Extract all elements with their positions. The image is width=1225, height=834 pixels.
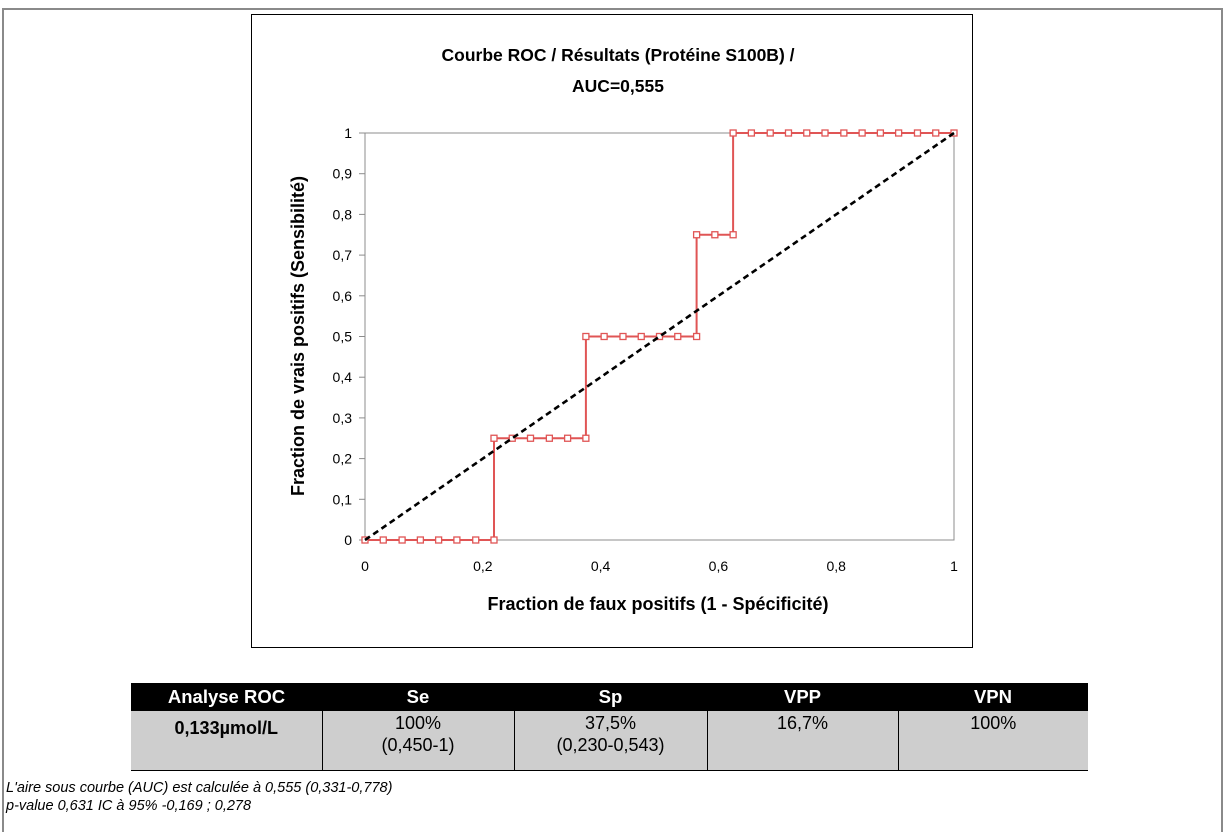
cell-se: 100% (0,450-1) [321, 711, 514, 771]
roc-point-marker [619, 332, 627, 341]
roc-point-marker [674, 332, 682, 341]
cell-threshold: 0,133µmol/L [131, 711, 322, 771]
roc-analysis-table: Analyse ROC Se Sp VPP VPN 0,133µmol/L 10… [131, 683, 1088, 771]
header-vpp: VPP [707, 683, 898, 711]
y-tick-label: 0,5 [333, 329, 353, 345]
y-tick-label: 0,8 [333, 206, 353, 222]
cell-sp: 37,5% (0,230-0,543) [513, 711, 707, 771]
vpp-value: 16,7% [776, 713, 829, 733]
roc-point-marker [766, 129, 774, 137]
roc-point-marker [582, 332, 590, 341]
auc-note: L'aire sous courbe (AUC) est calculée à … [6, 780, 393, 796]
roc-point-marker [453, 536, 461, 544]
threshold-value: 0,133µmol/L [174, 718, 278, 738]
sp-value: 37,5% [584, 713, 637, 733]
se-value: 100% [394, 713, 442, 733]
roc-point-marker [508, 434, 516, 442]
cell-vpn: 100% [897, 711, 1088, 771]
header-se: Se [322, 683, 514, 711]
roc-point-marker [545, 434, 554, 442]
roc-point-marker [747, 129, 756, 137]
roc-point-marker [932, 129, 940, 137]
x-tick-label: 1 [950, 558, 958, 574]
x-tick-label: 0 [361, 558, 369, 574]
roc-point-marker [858, 129, 866, 137]
sp-ci: (0,230-0,543) [556, 735, 665, 755]
vpn-value: 100% [970, 713, 1017, 733]
header-vpn: VPN [898, 683, 1088, 711]
x-ticks: 0 0,2 0,4 0,6 0,8 1 [361, 558, 958, 574]
y-tick-label: 0,6 [333, 288, 353, 304]
table-row: 0,133µmol/L 100% (0,450-1) 37,5% (0,230-0,… [131, 711, 1088, 771]
roc-point-marker [913, 129, 922, 137]
roc-point-marker [416, 536, 425, 544]
se-ci: (0,450-1) [381, 735, 455, 755]
roc-point-marker [472, 536, 480, 544]
roc-point-marker [600, 332, 608, 341]
roc-point-marker [490, 434, 498, 442]
pvalue-note: p-value 0,631 IC à 95% -0,169 ; 0,278 [6, 798, 252, 814]
header-analyse-roc: Analyse ROC [131, 683, 322, 711]
roc-point-marker [784, 129, 793, 137]
chart-title-line-2: AUC=0,555 [572, 76, 664, 96]
roc-point-marker [729, 129, 737, 137]
roc-point-marker [490, 536, 498, 544]
x-axis-title: Fraction de faux positifs (1 - Spécifici… [487, 594, 828, 614]
roc-point-marker [398, 536, 406, 544]
y-tick-label: 0,7 [333, 247, 353, 263]
roc-point-marker [582, 434, 590, 442]
roc-point-marker [803, 129, 811, 137]
roc-chart: Courbe ROC / Résultats (Protéine S100B) … [288, 45, 958, 614]
roc-point-marker [655, 332, 664, 341]
header-sp: Sp [514, 683, 707, 711]
series-layer [361, 129, 958, 544]
cell-vpp: 16,7% [706, 711, 898, 771]
page-frame [2, 8, 1223, 832]
roc-point-marker [711, 231, 719, 239]
roc-point-marker [729, 231, 737, 239]
x-tick-label: 0,2 [473, 558, 493, 574]
roc-point-marker [379, 536, 387, 544]
y-tick-label: 0 [344, 532, 352, 548]
roc-point-marker [821, 129, 829, 137]
y-tick-label: 0,9 [333, 166, 353, 182]
roc-point-marker [526, 434, 535, 442]
y-ticks: 0 0,1 0,2 0,3 0,4 0,5 0,6 0,7 0,8 0,9 1 [333, 125, 365, 548]
roc-point-marker [840, 129, 848, 137]
y-tick-label: 0,3 [333, 410, 353, 426]
chart-title-line-1: Courbe ROC / Résultats (Protéine S100B) … [442, 45, 795, 65]
roc-point-marker [894, 129, 903, 137]
roc-point-marker [692, 231, 701, 239]
x-tick-label: 0,4 [591, 558, 611, 574]
y-axis-title: Fraction de vrais positifs (Sensibilité) [288, 176, 308, 496]
roc-point-marker [637, 332, 645, 341]
roc-point-marker [692, 332, 701, 341]
y-tick-label: 0,1 [333, 491, 353, 507]
table-header-row: Analyse ROC Se Sp VPP VPN [131, 683, 1088, 711]
y-tick-label: 0,4 [333, 369, 353, 385]
x-tick-label: 0,8 [826, 558, 846, 574]
roc-point-marker [876, 129, 885, 137]
y-tick-label: 0,2 [333, 451, 353, 467]
roc-point-marker [563, 434, 572, 442]
roc-chart-frame: Courbe ROC / Résultats (Protéine S100B) … [251, 14, 973, 648]
x-tick-label: 0,6 [709, 558, 729, 574]
roc-point-marker [434, 536, 443, 544]
y-tick-label: 1 [344, 125, 352, 141]
